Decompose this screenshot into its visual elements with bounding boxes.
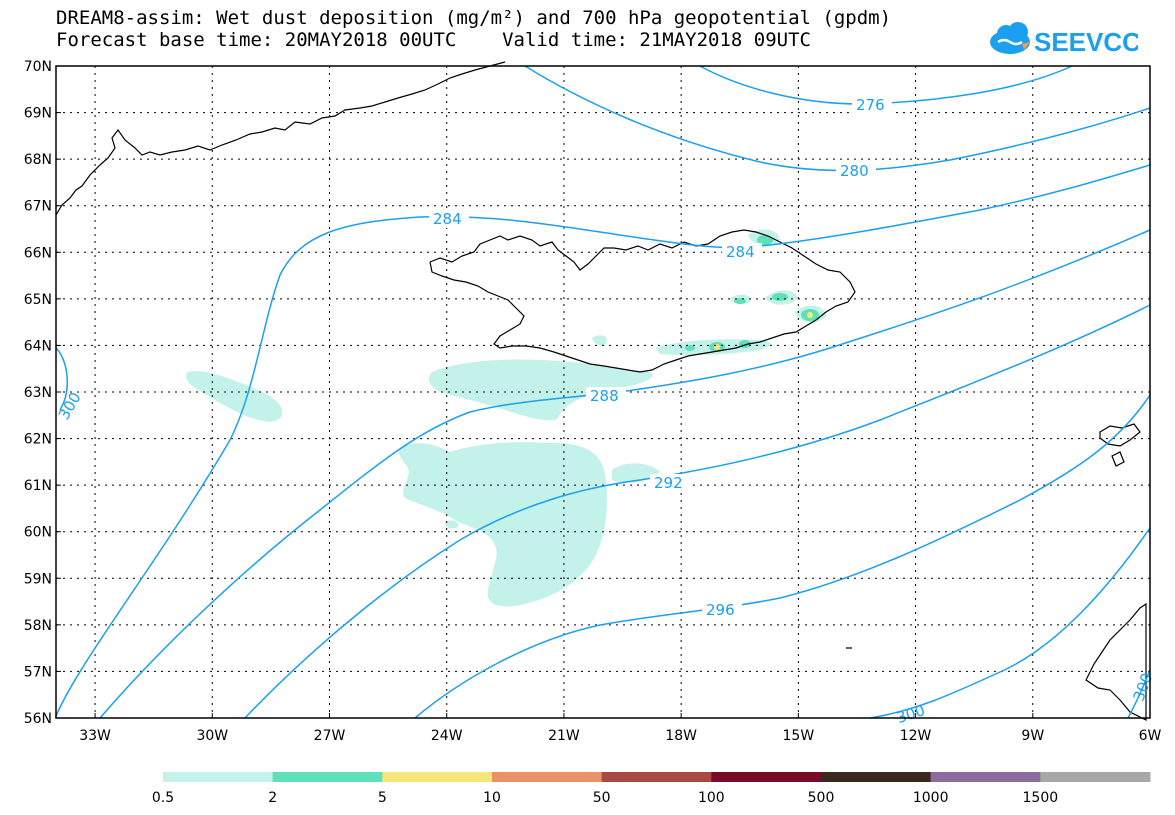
colorbar-swatch	[272, 772, 383, 782]
lat-label: 63N	[24, 385, 52, 401]
lat-label: 70N	[24, 59, 52, 75]
lon-label: 33W	[79, 728, 111, 744]
greenland-coast	[55, 61, 506, 216]
colorbar-label: 1000	[913, 790, 949, 806]
contour-284	[55, 164, 1151, 718]
contour-label-284-east: 284	[726, 243, 755, 261]
lat-label: 66N	[24, 245, 52, 261]
lat-label: 64N	[24, 338, 52, 354]
lat-label: 62N	[24, 432, 52, 448]
colorbar-swatch	[163, 772, 274, 782]
lon-label: 21W	[548, 728, 580, 744]
lat-label: 58N	[24, 618, 52, 634]
dust-area-south-iceland	[428, 359, 653, 421]
lat-label: 57N	[24, 664, 52, 680]
map-subtitle: Forecast base time: 20MAY2018 00UTC Vali…	[56, 29, 811, 51]
latitude-labels: 70N 69N 68N 67N 66N 65N 64N 63N 62N 61N 60N 59N 58N 5…	[24, 59, 61, 727]
cloud-icon	[990, 22, 1030, 54]
colorbar-label: 50	[593, 790, 611, 806]
contour-300-se	[1127, 669, 1151, 719]
geopotential-contours	[55, 65, 1151, 719]
lon-label: 24W	[431, 728, 463, 744]
iceland-coast	[429, 229, 856, 373]
coastlines	[55, 61, 1147, 721]
contour-label-280: 280	[840, 162, 869, 180]
contour-label-292: 292	[654, 474, 683, 492]
contour-label-276: 276	[856, 96, 885, 114]
contour-288	[99, 229, 1151, 719]
lon-label: 27W	[314, 728, 346, 744]
lat-label: 61N	[24, 478, 52, 494]
contour-label-296: 296	[706, 601, 735, 619]
colorbar-swatch	[1040, 772, 1151, 782]
dust-deposition-shading	[186, 229, 826, 607]
lat-label: 67N	[24, 199, 52, 215]
colorbar-label: 10	[483, 790, 501, 806]
contour-296	[414, 394, 1151, 719]
colorbar-labels: 0.5 2 5 10 50 100 500 1000 1500	[152, 790, 1058, 806]
lat-label: 68N	[24, 152, 52, 168]
colorbar-swatches	[163, 772, 1151, 782]
contour-300	[869, 527, 1151, 719]
colorbar-label: 2	[268, 790, 277, 806]
colorbar-label: 0.5	[152, 790, 174, 806]
contour-label-288: 288	[590, 387, 619, 405]
contour-292	[244, 304, 1151, 719]
colorbar-label: 100	[698, 790, 725, 806]
colorbar-swatch	[601, 772, 712, 782]
lon-label: 9W	[1021, 728, 1044, 744]
lat-label: 69N	[24, 106, 52, 122]
lon-label: 15W	[783, 728, 815, 744]
lat-label: 65N	[24, 292, 52, 308]
dust-area-east-blob	[612, 463, 660, 483]
lon-label: 12W	[900, 728, 932, 744]
lon-label: 30W	[196, 728, 228, 744]
colorbar-swatch	[930, 772, 1041, 782]
colorbar-label: 1500	[1023, 790, 1059, 806]
lat-label: 59N	[24, 571, 52, 587]
lon-label: 18W	[665, 728, 697, 744]
dust-area-central	[398, 442, 608, 607]
contour-300-west	[55, 347, 68, 411]
scotland-coast	[1085, 602, 1147, 721]
map-title: DREAM8-assim: Wet dust deposition (mg/m²…	[56, 7, 892, 29]
dust-area-south-coast	[592, 335, 607, 346]
faroe-islands	[1099, 423, 1141, 467]
colorbar-swatch	[821, 772, 932, 782]
lat-label: 60N	[24, 525, 52, 541]
lat-label: 56N	[24, 711, 52, 727]
colorbar-label: 500	[808, 790, 835, 806]
longitude-labels: 33W 30W 27W 24W 21W 18W 15W 12W 9W 6W	[79, 713, 1162, 744]
dust-area-small	[444, 520, 459, 529]
contour-label-284: 284	[433, 210, 462, 228]
lon-label: 6W	[1139, 728, 1162, 744]
colorbar-label: 5	[378, 790, 387, 806]
colorbar-swatch	[711, 772, 822, 782]
colorbar-swatch	[492, 772, 603, 782]
dust-area-west	[186, 371, 283, 422]
colorbar-swatch	[382, 772, 493, 782]
